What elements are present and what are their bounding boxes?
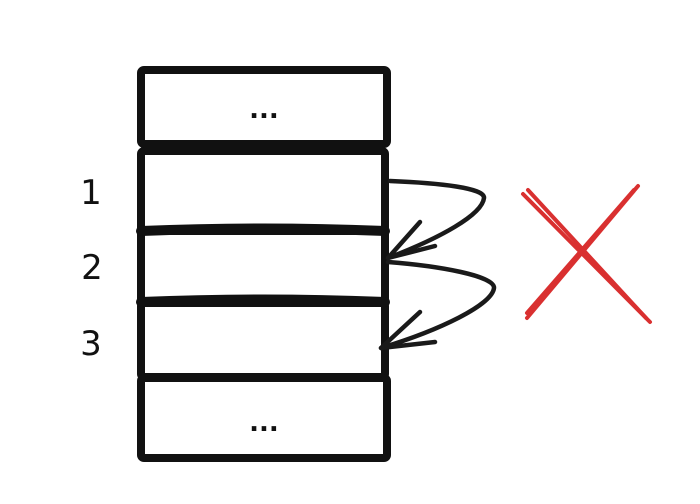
row-divider-1-2 [136,223,390,236]
row-1-cell [137,147,389,235]
row-2-cell [137,227,389,307]
top-ellipsis-text: ... [249,95,279,125]
arrow-row1-to-row2 [385,178,487,261]
arrowhead-icon [378,309,438,351]
bottom-ellipsis-text: ... [249,408,279,438]
bottom-ellipsis-block: ... [137,374,391,462]
row-label-2: 2 [81,248,103,288]
row-divider-2-3 [136,294,390,307]
indexed-block-stack [136,147,390,381]
arrowhead-icon [385,219,438,261]
row-label-1: 1 [80,173,102,213]
row-label-3: 3 [80,324,102,364]
row-3-cell [137,299,389,381]
arrow-row2-to-row3 [378,259,497,351]
cross-icon [521,184,652,324]
top-ellipsis-block: ... [137,66,391,148]
